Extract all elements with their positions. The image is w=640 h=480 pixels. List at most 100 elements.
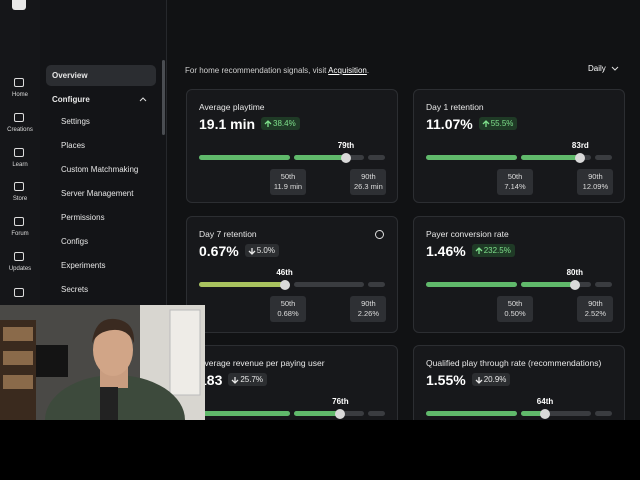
percentile-label: 80th bbox=[566, 268, 584, 277]
bar-fill bbox=[426, 155, 517, 160]
nav-item[interactable]: Custom Matchmaking bbox=[61, 165, 139, 174]
card-title: Day 7 retention bbox=[199, 229, 257, 239]
card-value: 1.46% bbox=[426, 243, 466, 259]
trend-arrow bbox=[248, 248, 256, 255]
bar-fill bbox=[199, 155, 290, 160]
benchmark-box: 50th 0.50% bbox=[497, 296, 533, 322]
benchmark-box: 90th 12.09% bbox=[577, 169, 614, 195]
benchmark-box: 90th 2.26% bbox=[350, 296, 387, 322]
bar-track bbox=[368, 282, 385, 287]
benchmark-label: 90th bbox=[588, 172, 603, 181]
card-value: 1.55% bbox=[426, 372, 466, 388]
percentile-marker bbox=[340, 152, 351, 163]
bar-track bbox=[595, 411, 612, 416]
side-icon[interactable] bbox=[14, 288, 24, 297]
benchmark-label: 90th bbox=[588, 299, 603, 308]
bar-fill bbox=[426, 411, 517, 416]
logo[interactable] bbox=[12, 0, 26, 10]
trend-arrow bbox=[264, 120, 272, 127]
benchmark-label: 90th bbox=[361, 172, 376, 181]
trend-arrow bbox=[475, 247, 483, 254]
trend-arrow bbox=[482, 120, 490, 127]
benchmark-value: 26.3 min bbox=[354, 182, 383, 191]
bar-fill bbox=[521, 282, 575, 287]
change-badge: 55.5% bbox=[478, 117, 518, 130]
metric-card bbox=[186, 345, 398, 420]
side-label: Store bbox=[12, 196, 28, 203]
percentile-marker bbox=[279, 279, 290, 290]
bar-fill bbox=[521, 411, 546, 416]
card-title: Average revenue per paying user bbox=[199, 358, 325, 368]
nav-item[interactable]: Experiments bbox=[61, 261, 106, 270]
benchmark-box: 50th 0.68% bbox=[270, 296, 306, 322]
benchmark-value: 2.26% bbox=[357, 309, 380, 318]
nav-item[interactable]: Places bbox=[61, 141, 86, 150]
bar-track bbox=[595, 155, 612, 160]
side-icon[interactable] bbox=[14, 147, 24, 157]
nav-item[interactable]: Permissions bbox=[61, 213, 105, 222]
side-label: Forum bbox=[11, 231, 29, 238]
percentile-label: 79th bbox=[337, 141, 355, 150]
nav-item[interactable]: Configs bbox=[61, 237, 89, 246]
info-icon bbox=[375, 230, 384, 239]
nav-section[interactable]: Configure bbox=[52, 95, 90, 104]
benchmark-label: 50th bbox=[507, 299, 523, 308]
note: For home recommendation signals, visit bbox=[185, 66, 327, 75]
percentile-label: 64th bbox=[536, 397, 554, 406]
nav-item[interactable]: Server Management bbox=[61, 189, 134, 198]
bar-fill bbox=[294, 411, 341, 416]
trend-arrow bbox=[231, 377, 239, 384]
benchmark-box: 50th 7.14% bbox=[497, 169, 533, 195]
scrollbar bbox=[162, 60, 165, 135]
card-value: 0.67% bbox=[199, 243, 239, 259]
trend-arrow bbox=[475, 377, 483, 384]
benchmark-label: 90th bbox=[361, 299, 376, 308]
benchmark-box: 90th 2.52% bbox=[577, 296, 614, 322]
percentile-marker bbox=[540, 408, 551, 419]
bar-fill bbox=[426, 282, 517, 287]
percentile-label: 76th bbox=[332, 397, 349, 406]
webcam-overlay bbox=[0, 305, 205, 420]
change-badge: 20.9% bbox=[471, 373, 511, 386]
side-icon[interactable] bbox=[14, 217, 24, 227]
header-note: For home recommendation signals, visit A… bbox=[185, 66, 369, 75]
percentile-marker bbox=[575, 152, 586, 163]
side-label: Home bbox=[11, 92, 28, 98]
benchmark-box: 50th 11.9 min bbox=[270, 169, 306, 195]
link[interactable]: Acquisition bbox=[328, 66, 367, 75]
benchmark-label: 50th bbox=[280, 172, 296, 181]
side-icon[interactable] bbox=[14, 112, 24, 122]
side-label: Learn bbox=[12, 161, 28, 168]
card-title: Qualified play through rate (recommendat… bbox=[426, 358, 602, 368]
side-icon[interactable] bbox=[14, 78, 24, 87]
bar-track bbox=[294, 282, 365, 287]
card-value: 11.07% bbox=[426, 116, 473, 132]
bar-track bbox=[521, 411, 592, 416]
card-value: 19.1 min bbox=[199, 116, 256, 132]
period: Daily bbox=[588, 64, 606, 73]
dropdown-caret bbox=[611, 66, 619, 71]
caret bbox=[139, 97, 147, 102]
bar-track bbox=[595, 282, 612, 287]
nav-item[interactable]: Settings bbox=[61, 117, 90, 126]
percentile-label: 46th bbox=[276, 268, 293, 277]
benchmark-value: 11.9 min bbox=[273, 182, 303, 191]
period-select[interactable]: Daily bbox=[588, 64, 606, 73]
change-badge: 232.5% bbox=[471, 244, 515, 257]
nav-item[interactable]: Secrets bbox=[61, 285, 89, 294]
side-label: Creations bbox=[7, 126, 33, 133]
percentile-marker bbox=[335, 408, 346, 419]
bar-track bbox=[368, 411, 385, 416]
nav-overview[interactable]: Overview bbox=[52, 71, 88, 80]
side-icon[interactable] bbox=[14, 252, 24, 261]
percentile-label: 83rd bbox=[571, 141, 589, 150]
bar-fill bbox=[294, 155, 346, 160]
change-badge: 5.0% bbox=[244, 244, 279, 257]
side-icon[interactable] bbox=[14, 182, 24, 192]
note-end: . bbox=[366, 66, 370, 75]
metric-card bbox=[413, 345, 625, 420]
benchmark-value: 7.14% bbox=[504, 182, 526, 191]
benchmark-label: 50th bbox=[507, 172, 523, 181]
nav-selected bbox=[46, 65, 156, 86]
bar-fill bbox=[521, 155, 581, 160]
